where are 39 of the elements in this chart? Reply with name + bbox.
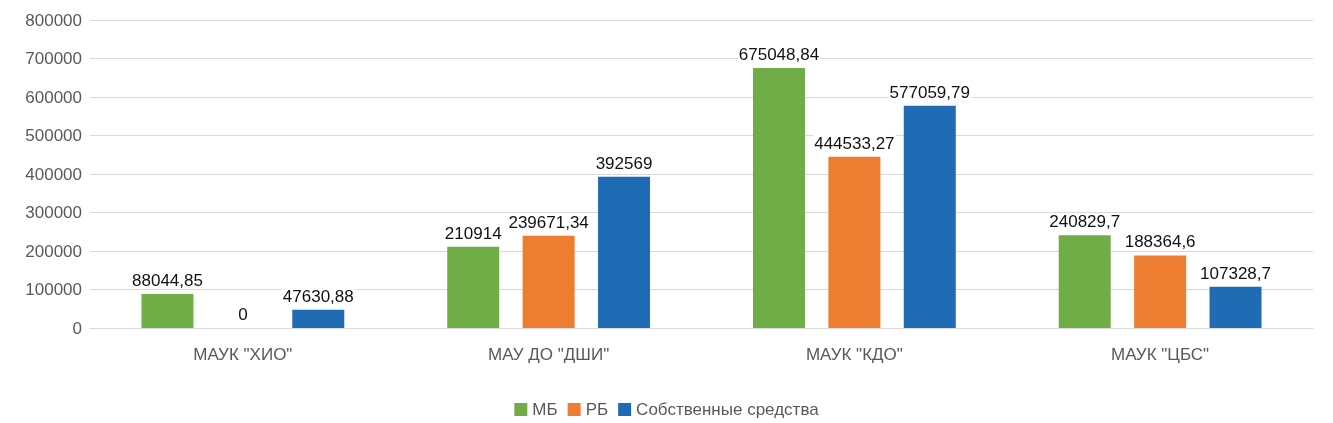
data-label: 210914 [444, 223, 502, 243]
data-label: 444533,27 [814, 133, 895, 153]
bar [828, 156, 881, 328]
y-tick-label: 400000 [25, 164, 82, 184]
data-label: 675048,84 [738, 45, 820, 65]
x-tick-label: МАУ ДО "ДШИ" [488, 345, 610, 364]
y-tick-label: 700000 [25, 49, 82, 68]
x-tick-label: МАУК "ЦБС" [1111, 345, 1210, 364]
y-tick-label: 300000 [25, 203, 82, 222]
bar [1209, 286, 1262, 328]
data-label: 188364,6 [1124, 232, 1196, 252]
bar [447, 246, 500, 328]
bar [292, 309, 345, 328]
bar [1058, 235, 1111, 328]
y-tick-label: 800000 [25, 10, 82, 30]
data-label: 107328,7 [1200, 263, 1271, 283]
data-label: 239671,34 [508, 212, 589, 232]
x-tick-label: МАУК "ХИО" [193, 345, 293, 364]
data-label: 240829,7 [1049, 212, 1121, 232]
bar [598, 176, 651, 328]
legend-label: РБ [585, 400, 609, 419]
bar [903, 105, 956, 328]
data-label: 88044,85 [132, 271, 203, 291]
x-tick-label: МАУК "КДО" [805, 345, 903, 364]
y-tick-label: 100000 [25, 280, 82, 299]
data-label: 392569 [595, 153, 653, 173]
y-tick-label: 200000 [25, 241, 82, 261]
y-tick-label: 0 [72, 318, 82, 338]
y-tick-label: 500000 [25, 126, 82, 145]
bar [1134, 255, 1187, 328]
legend-label: МБ [532, 400, 558, 419]
y-tick-label: 600000 [25, 87, 82, 107]
bar [752, 68, 805, 328]
data-label: 47630,88 [282, 286, 354, 306]
data-label: 577059,79 [889, 82, 970, 102]
data-label: 0 [238, 305, 248, 324]
bar [141, 294, 194, 328]
bar [522, 235, 575, 328]
legend-label: Собственные средства [636, 400, 820, 419]
